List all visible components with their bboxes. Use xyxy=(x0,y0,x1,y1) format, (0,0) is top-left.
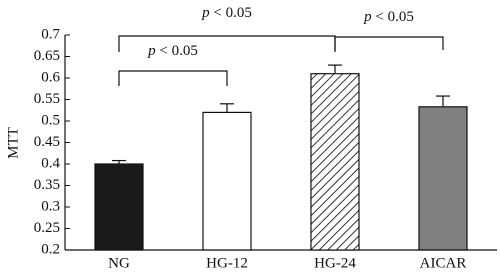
x-tick-label: AICAR xyxy=(420,255,467,271)
bar xyxy=(94,163,144,251)
y-tick-label: 0.7 xyxy=(41,26,60,42)
y-tick-label: 0.2 xyxy=(41,241,60,257)
y-tick-label: 0.5 xyxy=(41,112,60,128)
significance-label: p < 0.05 xyxy=(363,9,414,25)
significance-label: p < 0.05 xyxy=(201,5,252,21)
significance-bracket xyxy=(118,70,228,86)
significance-label: p < 0.05 xyxy=(147,43,198,59)
significance-bracket xyxy=(334,36,444,50)
bar xyxy=(418,106,468,251)
y-tick-label: 0.35 xyxy=(34,177,60,193)
bar xyxy=(202,111,252,251)
y-tick-label: 0.55 xyxy=(34,91,60,107)
y-axis-label: MTT xyxy=(5,127,21,159)
y-tick-label: 0.65 xyxy=(34,48,60,64)
x-tick-label: HG-24 xyxy=(314,255,356,271)
y-tick-label: 0.45 xyxy=(34,134,60,150)
x-tick-label: HG-12 xyxy=(206,255,248,271)
y-tick-label: 0.4 xyxy=(41,155,60,171)
y-tick-label: 0.25 xyxy=(34,220,60,236)
x-tick-label: NG xyxy=(108,255,130,271)
y-tick-label: 0.6 xyxy=(41,69,60,85)
y-tick-label: 0.3 xyxy=(41,198,60,214)
bar xyxy=(310,73,360,251)
